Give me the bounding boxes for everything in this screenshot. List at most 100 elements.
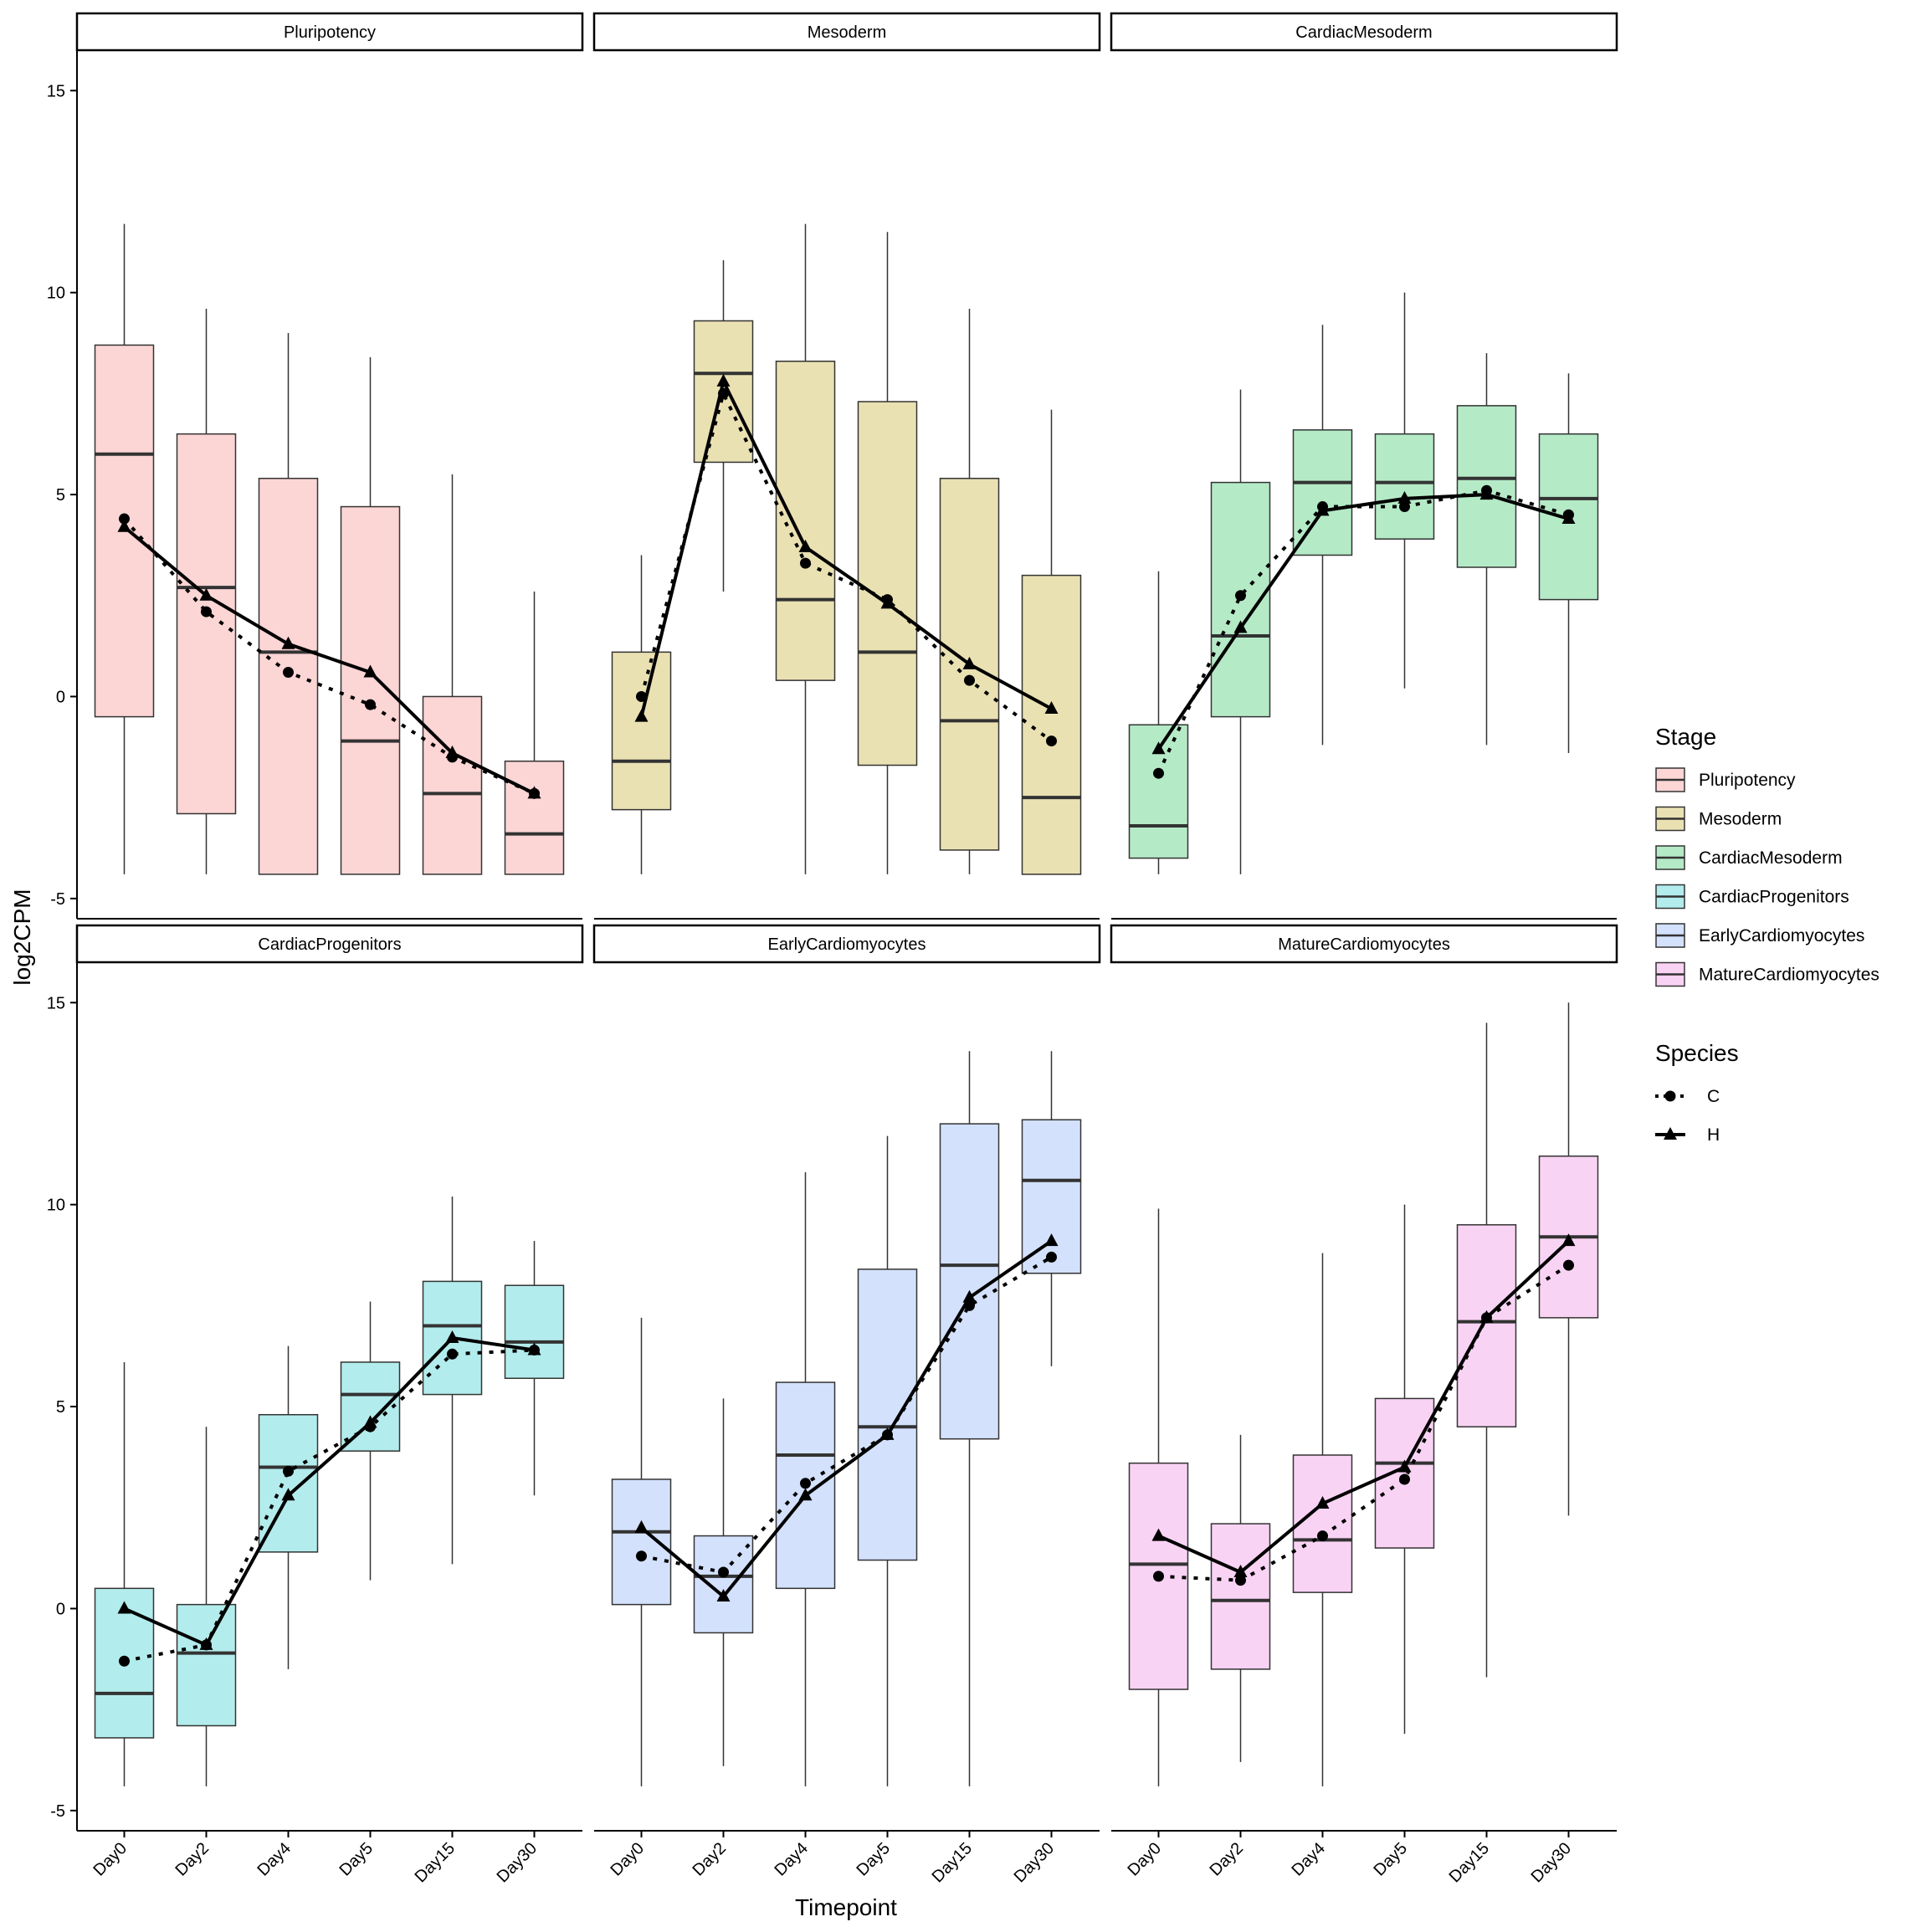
x-tick-label: Day2 [1206, 1839, 1247, 1880]
y-tick-label: 10 [47, 1197, 65, 1215]
species-H-point [1044, 700, 1059, 714]
species-H-point [1044, 1233, 1059, 1247]
panel-CardiacProgenitors: CardiacProgenitors -5 0 5 10 15 Day0 Day2 Day4 Da… [47, 924, 584, 1886]
legend-C-point [1664, 1090, 1676, 1102]
legend-stage-label: CardiacMesoderm [1699, 848, 1843, 868]
panel-MatureCardiomyocytes: MatureCardiomyocytes Day0 Day2 Day4 Day5 Day1… [1110, 924, 1618, 1886]
legend-species-label: H [1707, 1125, 1720, 1145]
species-C-point [636, 690, 647, 702]
species-H-point [1397, 1459, 1412, 1473]
legend-species-title: Species [1655, 1040, 1739, 1066]
species-C-point [283, 666, 294, 678]
legend-stage-label: Mesoderm [1699, 810, 1782, 829]
x-tick-label: Day15 [929, 1839, 976, 1886]
box-Day5 [1374, 433, 1435, 540]
species-H-point [1561, 511, 1576, 525]
species-H-point [445, 746, 459, 759]
species-H-line [1156, 493, 1570, 751]
species-H-point [1233, 1565, 1248, 1578]
species-C-point [718, 1566, 729, 1578]
legend-species-label: C [1707, 1087, 1720, 1106]
species-H-line [123, 525, 536, 796]
species-H-point [117, 519, 131, 532]
species-C-point [800, 1478, 811, 1489]
x-tick-label: Day5 [336, 1839, 377, 1880]
strip-box [592, 924, 1101, 964]
species-H-point [363, 1415, 377, 1428]
box-Day5 [857, 401, 918, 766]
species-H-point [281, 1488, 295, 1501]
x-tick-label: Day4 [254, 1839, 295, 1880]
species-C-line [123, 517, 536, 796]
species-C-point [283, 1465, 294, 1477]
species-H-point [527, 1342, 541, 1355]
x-tick-label: Day5 [1370, 1839, 1411, 1880]
species-H-point [1233, 620, 1248, 633]
species-C-point [1153, 767, 1164, 779]
species-C-point [1235, 1575, 1246, 1586]
panel-Mesoderm: Mesoderm [592, 12, 1101, 920]
species-H-point [1315, 1495, 1330, 1509]
strip-label: EarlyCardiomyocytes [768, 935, 926, 954]
y-tick-label: 5 [56, 1398, 65, 1417]
species-H-point [716, 373, 731, 387]
panel-CardiacMesoderm: CardiacMesoderm [1110, 12, 1618, 920]
box-Day30 [504, 1284, 565, 1380]
species-C-point [636, 1550, 647, 1562]
box-Day2 [176, 433, 237, 815]
strip-label: CardiacProgenitors [258, 935, 401, 954]
box-Day2 [176, 1603, 237, 1727]
x-tick-label: Day0 [607, 1839, 648, 1880]
species-C-point [800, 557, 811, 569]
species-C-line [641, 1255, 1053, 1575]
species-H-point [798, 1488, 813, 1501]
box-Day2 [693, 1535, 754, 1634]
species-H-point [445, 1330, 459, 1343]
box-Day4 [775, 360, 836, 681]
y-axis-title: log2CPM [9, 889, 35, 985]
species-H-point [716, 1588, 731, 1601]
y-tick-label: 10 [47, 284, 65, 303]
x-tick-label: Day15 [1446, 1839, 1493, 1886]
species-H-point [363, 664, 377, 678]
species-H-line [123, 1335, 535, 1648]
box-Day0 [611, 1478, 672, 1606]
species-C-point [365, 699, 376, 710]
x-tick-label: Day4 [771, 1839, 812, 1880]
box-Day15 [939, 1123, 1000, 1440]
species-C-line [1158, 1263, 1570, 1582]
y-tick-label: 0 [56, 1600, 65, 1618]
x-tick-label: Day4 [1288, 1839, 1329, 1880]
species-C-point [964, 1299, 975, 1311]
legend-H-point [1664, 1127, 1677, 1140]
x-tick-label: Day30 [1528, 1839, 1575, 1886]
box-Day30 [1021, 574, 1082, 875]
box-Day30 [1021, 1119, 1082, 1274]
species-H-point [1479, 487, 1494, 500]
x-tick-label: Day15 [412, 1839, 459, 1886]
species-H-point [962, 1289, 977, 1303]
strip-box [1110, 12, 1618, 52]
legend-stage-label: CardiacProgenitors [1699, 888, 1849, 907]
species-C-point [119, 1655, 130, 1667]
species-H-point [880, 1427, 895, 1440]
species-H-point [1397, 490, 1412, 504]
y-tick-label: 15 [47, 994, 65, 1012]
box-Day5 [1374, 1397, 1435, 1549]
species-C-point [1046, 735, 1057, 747]
x-axis-title: Timepoint [795, 1894, 897, 1920]
species-H-point [880, 596, 895, 609]
box-Day2 [1210, 1523, 1271, 1670]
box-Day0 [611, 651, 672, 811]
y-tick-label: 0 [56, 688, 65, 706]
x-tick-label: Day2 [689, 1839, 730, 1880]
box-Day4 [1292, 1454, 1353, 1593]
box-Day5 [857, 1268, 918, 1561]
x-tick-label: Day0 [90, 1839, 131, 1880]
legend-stage-label: MatureCardiomyocytes [1699, 966, 1879, 985]
species-C-line [124, 1348, 535, 1663]
species-C-point [1046, 1251, 1057, 1263]
strip-box [592, 12, 1101, 52]
